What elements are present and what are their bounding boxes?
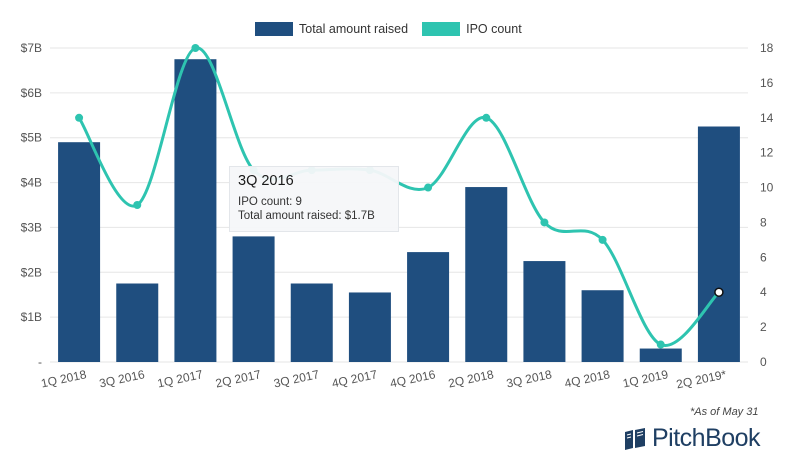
x-tick-label: 3Q 2018	[505, 367, 553, 390]
bar[interactable]	[465, 187, 508, 362]
x-tick-label: 1Q 2017	[156, 367, 204, 390]
left-axis: - $1B $2B $3B $4B $5B $6B $7B	[21, 41, 42, 369]
right-tick-label: 18	[760, 41, 774, 55]
line-point[interactable]	[424, 183, 433, 192]
legend-label-line: IPO count	[466, 22, 522, 36]
bar[interactable]	[697, 126, 740, 363]
right-tick-label: 14	[760, 111, 774, 125]
bar[interactable]	[523, 261, 566, 362]
x-axis: 1Q 2018 3Q 2016 1Q 2017 2Q 2017 3Q 2017 4Q 20…	[40, 367, 728, 391]
brand-logo: PitchBook	[622, 424, 761, 453]
right-tick-label: 2	[760, 320, 767, 334]
line-point[interactable]	[656, 340, 665, 349]
left-tick-label: $3B	[21, 220, 42, 234]
x-tick-label: 4Q 2018	[563, 367, 611, 390]
x-tick-label: 4Q 2016	[389, 367, 437, 390]
x-tick-label: 2Q 2019*	[675, 367, 728, 391]
right-axis: 0 2 4 6 8 10 12 14 16 18	[760, 41, 774, 369]
x-tick-label: 2Q 2017	[214, 367, 262, 390]
left-tick-label: $4B	[21, 176, 42, 190]
left-tick-label: $1B	[21, 310, 42, 324]
footnote: *As of May 31	[690, 406, 759, 418]
legend-item-bars[interactable]: Total amount raised	[255, 22, 408, 36]
tooltip-count: IPO count: 9	[238, 196, 302, 208]
x-tick-label: 3Q 2017	[272, 367, 320, 390]
line-point[interactable]	[482, 113, 491, 122]
x-tick-label: 1Q 2019	[621, 367, 669, 390]
right-tick-label: 6	[760, 250, 767, 264]
left-tick-label: $5B	[21, 131, 42, 145]
x-tick-label: 2Q 2018	[447, 367, 495, 390]
legend-item-line[interactable]: IPO count	[422, 22, 522, 36]
bar[interactable]	[639, 348, 682, 362]
bar[interactable]	[348, 292, 391, 362]
brand-name: PitchBook	[652, 424, 761, 452]
legend: Total amount raised IPO count	[255, 22, 536, 36]
line-point-highlighted[interactable]	[714, 287, 724, 297]
bar[interactable]	[290, 283, 333, 363]
right-tick-label: 0	[760, 355, 767, 369]
bar[interactable]	[581, 290, 624, 362]
bar[interactable]	[58, 142, 101, 362]
line-point[interactable]	[191, 44, 200, 52]
line-point[interactable]	[75, 113, 84, 122]
tooltip-amount: Total amount raised: $1.7B	[238, 210, 375, 222]
line-series	[75, 44, 724, 349]
line-point[interactable]	[598, 235, 607, 244]
bar[interactable]	[116, 283, 159, 363]
bar[interactable]	[407, 252, 450, 362]
right-tick-label: 10	[760, 181, 774, 195]
legend-swatch-line	[422, 22, 461, 36]
right-tick-label: 16	[760, 76, 774, 90]
line-point[interactable]	[540, 218, 549, 227]
tooltip-title: 3Q 2016	[238, 173, 294, 189]
legend-swatch-bars	[255, 22, 293, 36]
right-tick-label: 12	[760, 146, 774, 160]
left-tick-label: $7B	[21, 41, 42, 55]
x-tick-label: 4Q 2017	[331, 367, 379, 390]
tooltip: 3Q 2016 IPO count: 9 Total amount raised…	[229, 166, 399, 232]
left-tick-label: $6B	[21, 86, 42, 100]
x-tick-label: 3Q 2016	[98, 367, 146, 390]
bar[interactable]	[174, 59, 217, 362]
legend-label-bars: Total amount raised	[299, 22, 409, 36]
bar-series	[58, 59, 740, 362]
x-tick-label: 1Q 2018	[40, 367, 88, 390]
right-tick-label: 4	[760, 285, 767, 299]
line-point[interactable]	[133, 201, 142, 209]
left-tick-label: $2B	[21, 265, 42, 279]
right-tick-label: 8	[760, 215, 767, 229]
bar[interactable]	[232, 236, 275, 362]
left-tick-label: -	[38, 355, 42, 369]
book-icon	[625, 427, 645, 450]
